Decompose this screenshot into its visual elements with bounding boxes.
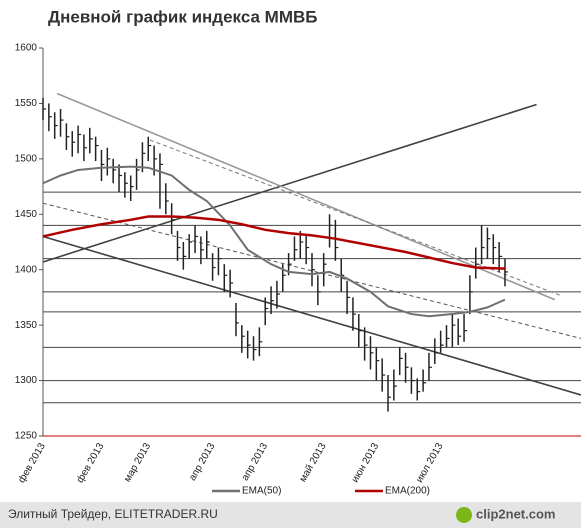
trend-line — [42, 103, 537, 263]
legend-label: EMA(200) — [385, 486, 430, 497]
y-tick-label: 1600 — [15, 43, 38, 54]
footer-source: Элитный Трейдер, ELITETRADER.RU — [8, 507, 218, 521]
y-tick-label: 1500 — [15, 153, 38, 164]
ema-line — [42, 165, 506, 318]
logo-icon — [456, 507, 472, 523]
trend-line — [42, 202, 581, 339]
y-tick-label: 1250 — [15, 431, 38, 442]
y-tick-label: 1550 — [15, 98, 38, 109]
trend-line — [56, 92, 555, 301]
footer-bar — [0, 502, 581, 528]
footer-logo: clip2net.com — [476, 506, 555, 521]
y-tick-label: 1350 — [15, 320, 38, 331]
legend-label: EMA(50) — [242, 486, 281, 497]
chart-title: Дневной график индекса ММВБ — [48, 7, 318, 26]
y-tick-label: 1400 — [15, 264, 38, 275]
trend-line — [42, 235, 581, 396]
y-tick-label: 1300 — [15, 375, 38, 386]
y-tick-label: 1450 — [15, 209, 38, 220]
ema-line — [42, 215, 506, 270]
